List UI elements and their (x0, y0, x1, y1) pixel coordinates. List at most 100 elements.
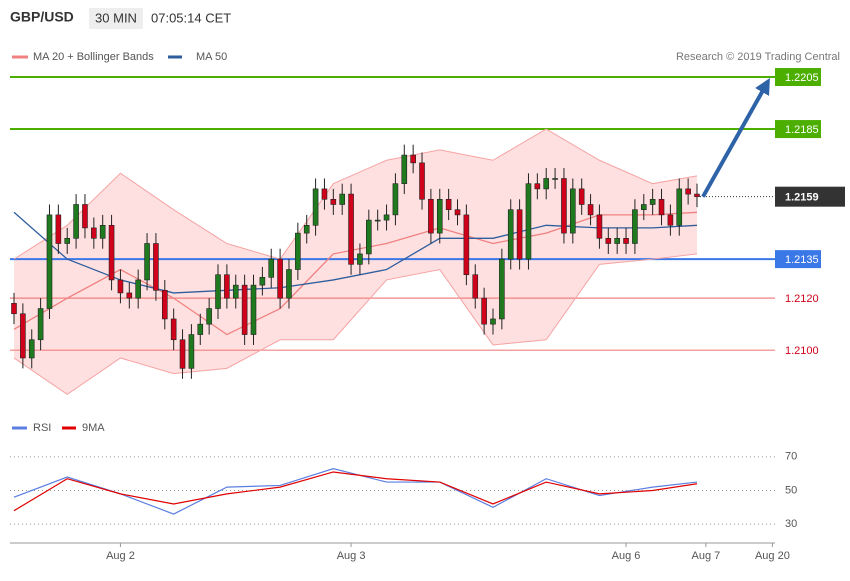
candle-body (241, 284, 248, 335)
candle-body (37, 308, 44, 341)
legend-label: MA 50 (196, 51, 227, 63)
candle-body (339, 193, 345, 205)
symbol: GBP/USD (10, 9, 74, 25)
level-label: 1.2120 (785, 293, 819, 305)
candle-body (321, 188, 328, 200)
candle-body (490, 318, 496, 325)
candle-body (401, 154, 408, 184)
level-box (775, 68, 821, 87)
candle-body (472, 274, 479, 299)
candle-body (436, 198, 443, 234)
candle-body (11, 303, 17, 315)
overlay-line (13, 128, 698, 260)
level-label: 1.2159 (785, 192, 819, 204)
candle-body (614, 238, 620, 244)
candle-body (357, 253, 363, 265)
candle-body (605, 238, 612, 244)
candle-body (561, 178, 567, 234)
x-tick-label: Aug 3 (337, 550, 366, 562)
candle-body (197, 323, 204, 335)
candle-body (374, 219, 381, 222)
candle-body (161, 290, 168, 320)
candle-body (303, 225, 310, 234)
candle-body (99, 225, 106, 239)
timeframe: 30 MIN (95, 10, 137, 25)
candle-body (658, 198, 665, 216)
candle-body (250, 284, 257, 335)
candle-body (330, 198, 337, 205)
candle-body (46, 214, 53, 309)
candle-body (144, 243, 150, 281)
legend-label: MA 20 + Bollinger Bands (33, 51, 154, 63)
projection-arrow (701, 78, 770, 198)
candle-body (73, 204, 79, 239)
candle-body (578, 188, 585, 205)
legend-label: 9MA (82, 422, 105, 434)
candle-body (685, 188, 691, 195)
candle-body (534, 183, 541, 190)
y-tick-label: 30 (785, 518, 797, 530)
candle-body (419, 162, 425, 200)
candle-body (232, 284, 239, 299)
x-tick-label: Aug 2 (106, 550, 135, 562)
candle-body (694, 193, 700, 197)
candle-body (108, 225, 115, 281)
rsi-line (13, 471, 698, 512)
candle-body (596, 214, 603, 239)
candle-body (82, 204, 88, 229)
timeframe-box (89, 8, 143, 29)
candle-body (20, 313, 26, 359)
candle-body (126, 292, 133, 299)
candle-body (64, 238, 71, 244)
candle-body (525, 183, 532, 260)
candle-body (312, 188, 319, 226)
y-tick-label: 50 (785, 484, 797, 496)
candle-body (507, 209, 514, 260)
candle-body (481, 297, 487, 325)
candle-body (543, 178, 550, 190)
candle-body (632, 209, 638, 244)
candle-body (215, 274, 221, 309)
candle-body (268, 258, 275, 278)
candle-body (640, 204, 647, 210)
candle-body (28, 339, 35, 359)
candle-body (188, 334, 195, 369)
candle-body (55, 214, 62, 244)
candle-body (499, 258, 505, 320)
candle-body (224, 274, 230, 299)
candle-body (277, 258, 283, 299)
candle-body (392, 183, 399, 216)
candle-body (516, 209, 523, 260)
level-label: 1.2100 (785, 345, 819, 357)
x-tick-label: Aug 6 (612, 550, 641, 562)
candle-body (410, 154, 416, 164)
source: Research © 2019 Trading Central (676, 51, 840, 63)
candle-body (153, 243, 159, 291)
candle-body (286, 269, 292, 299)
bollinger-fill (14, 129, 697, 395)
candle-body (676, 188, 683, 226)
level-box (775, 120, 821, 139)
candle-body (623, 238, 629, 244)
level-label: 1.2135 (785, 254, 819, 266)
x-tick-label: Aug 20 (755, 550, 790, 562)
overlay-line (13, 253, 698, 395)
candle-body (667, 214, 674, 226)
time: 07:05:14 CET (151, 10, 231, 25)
candle-body (117, 279, 124, 294)
candle-body (570, 188, 576, 234)
candle-body (366, 219, 372, 255)
candle-body (206, 308, 212, 325)
level-box (775, 186, 845, 207)
candle-body (383, 214, 390, 221)
candle-body (587, 204, 594, 216)
x-tick-label: Aug 7 (691, 550, 720, 562)
level-label: 1.2205 (785, 72, 819, 84)
level-box (775, 250, 821, 269)
candle-body (428, 198, 434, 234)
candle-body (552, 178, 558, 180)
candle-body (348, 193, 354, 265)
candle-body (649, 198, 656, 205)
candle-body (445, 198, 452, 210)
